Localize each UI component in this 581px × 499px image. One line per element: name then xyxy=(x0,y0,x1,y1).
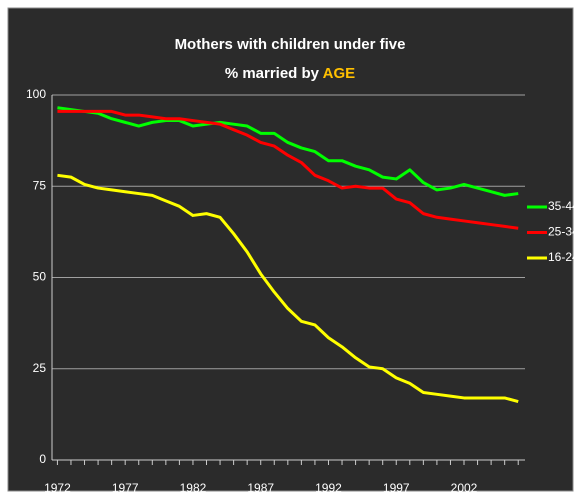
y-tick-label: 75 xyxy=(33,178,47,192)
series-line xyxy=(57,106,519,197)
y-tick-label: 25 xyxy=(33,361,47,375)
series-line xyxy=(57,173,519,404)
chart-background xyxy=(7,7,574,492)
y-tick-label: 100 xyxy=(26,87,46,101)
series-line xyxy=(57,109,519,230)
x-tick-label: 1992 xyxy=(315,481,342,495)
subtitle-highlight: AGE xyxy=(323,65,356,82)
x-tick-label: 1997 xyxy=(383,481,410,495)
subtitle-text: % married by xyxy=(225,65,320,82)
x-tick-label: 1972 xyxy=(44,481,71,495)
x-tick-label: 1987 xyxy=(247,481,274,495)
y-tick-label: 0 xyxy=(39,452,46,466)
legend-label: 35-44 xyxy=(548,199,579,213)
y-tick-label: 50 xyxy=(33,270,47,284)
x-tick-label: 2002 xyxy=(451,481,478,495)
chart-subtitle: % married by AGE xyxy=(225,65,355,82)
legend-label: 25-34 xyxy=(548,225,579,239)
chart-title: Mothers with children under five xyxy=(175,36,406,53)
x-tick-label: 1982 xyxy=(180,481,207,495)
legend-label: 16-24 xyxy=(548,250,579,264)
x-tick-label: 1977 xyxy=(112,481,139,495)
